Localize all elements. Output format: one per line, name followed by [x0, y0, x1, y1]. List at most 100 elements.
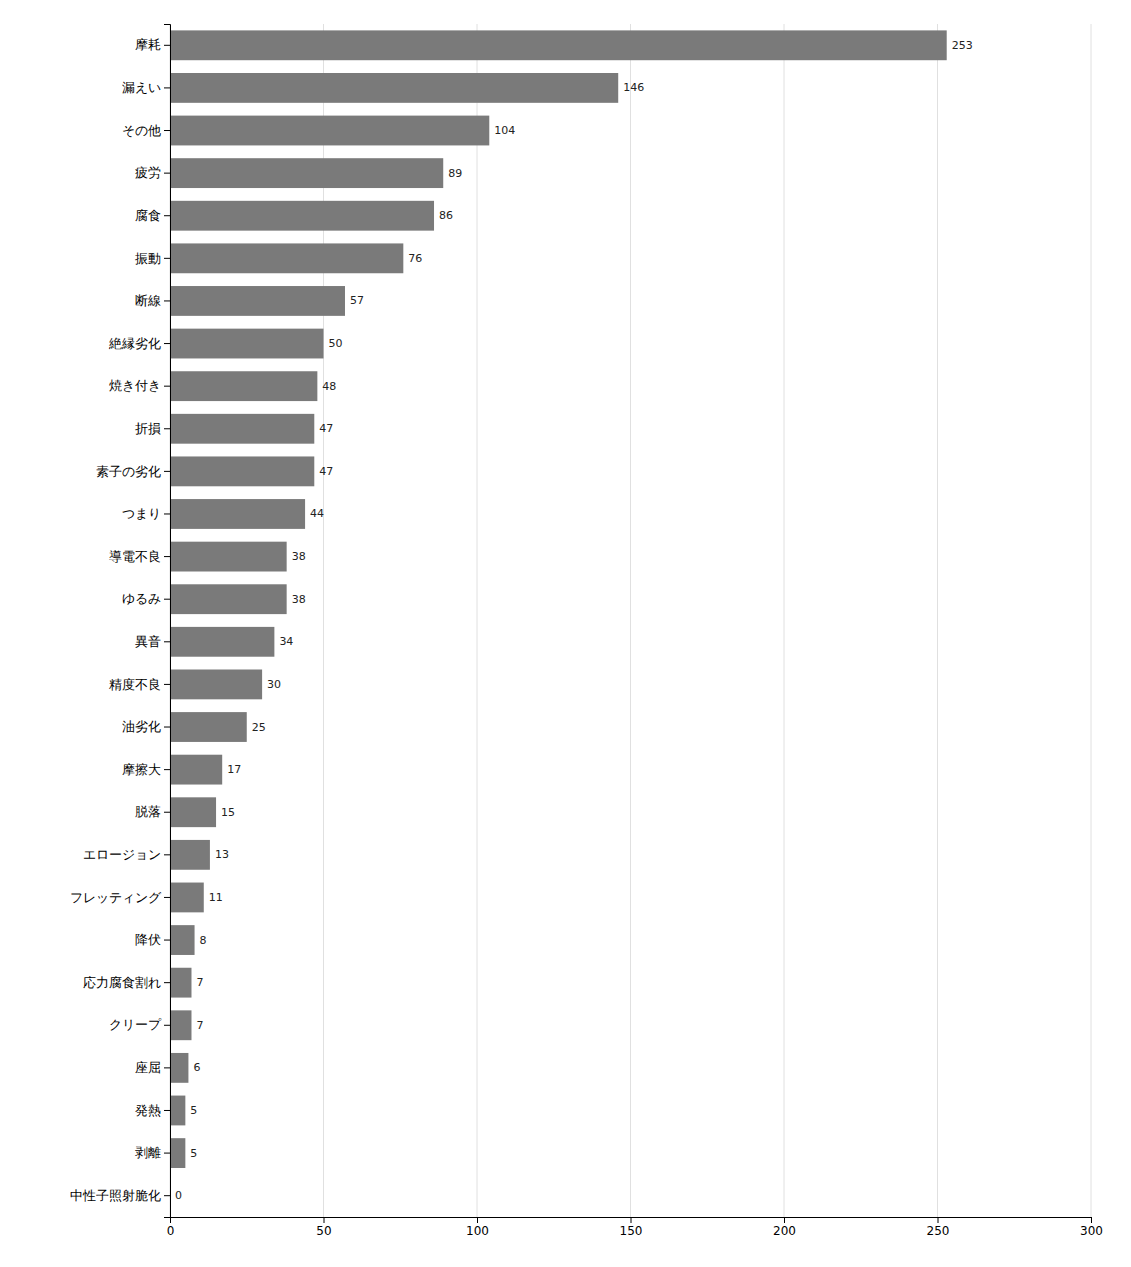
- tick-label: 断線: [135, 293, 161, 308]
- tick-label: 0: [167, 1224, 175, 1238]
- tick-label: 振動: [135, 250, 161, 265]
- tick: 150: [620, 1217, 643, 1238]
- data-label: 17: [227, 763, 241, 776]
- bar: [170, 286, 345, 316]
- tick: 100: [466, 1217, 489, 1238]
- bar: [170, 797, 216, 827]
- data-label: 7: [196, 976, 203, 989]
- tick-mark: [164, 428, 170, 429]
- tick-mark: [938, 1217, 939, 1223]
- tick-label: 腐食: [135, 208, 161, 223]
- data-label: 38: [292, 593, 306, 606]
- tick-label: 摩耗: [135, 37, 161, 52]
- bar: [170, 201, 434, 231]
- tick-mark: [164, 386, 170, 387]
- tick-mark: [631, 1217, 632, 1223]
- tick: その他: [122, 123, 170, 138]
- bar: [170, 669, 262, 699]
- tick: 摩耗: [135, 37, 170, 52]
- bar: [170, 542, 287, 572]
- bar: [170, 73, 618, 103]
- tick-mark: [164, 556, 170, 557]
- tick-label: 漏えい: [122, 80, 161, 95]
- tick: 油劣化: [122, 719, 170, 734]
- bar: [170, 755, 222, 785]
- bar: [170, 840, 210, 870]
- tick: 剥離: [135, 1145, 170, 1160]
- grid-line: [1091, 24, 1092, 1217]
- tick-label: 異音: [135, 634, 161, 649]
- data-label: 34: [279, 635, 293, 648]
- data-label: 0: [175, 1189, 182, 1202]
- tick: 焼き付き: [109, 378, 170, 393]
- tick-label: 降伏: [135, 932, 161, 947]
- tick: 疲労: [135, 165, 170, 180]
- tick: 導電不良: [109, 549, 170, 564]
- grid-line: [937, 24, 938, 1217]
- tick-label: 絶縁劣化: [108, 336, 161, 351]
- tick-label: ゆるみ: [122, 591, 161, 606]
- category-axis: 摩耗漏えいその他疲労腐食振動断線絶縁劣化焼き付き折損素子の劣化つまり導電不良ゆる…: [70, 25, 171, 1218]
- tick-mark: [164, 258, 170, 259]
- data-label: 50: [329, 337, 343, 350]
- bar: [170, 30, 947, 60]
- bar: [170, 1010, 191, 1040]
- data-label: 47: [319, 422, 333, 435]
- tick-mark: [164, 343, 170, 344]
- tick: ゆるみ: [122, 591, 170, 606]
- tick-label: 剥離: [135, 1145, 161, 1160]
- tick: 200: [773, 1217, 796, 1238]
- tick-mark: [164, 684, 170, 685]
- data-label: 15: [221, 806, 235, 819]
- tick: 応力腐食割れ: [83, 975, 170, 990]
- bar: [170, 499, 305, 529]
- plot: 050100150200250300摩耗漏えいその他疲労腐食振動断線絶縁劣化焼き…: [70, 24, 1103, 1238]
- tick-label: 油劣化: [122, 719, 161, 734]
- tick-label: 折損: [135, 421, 161, 436]
- tick-mark: [164, 87, 170, 88]
- tick-mark: [784, 1217, 785, 1223]
- tick: 折損: [135, 421, 170, 436]
- tick: フレッティング: [70, 890, 170, 905]
- data-label: 86: [439, 209, 453, 222]
- tick-mark: [324, 1217, 325, 1223]
- tick-label: 摩擦大: [122, 762, 161, 777]
- bar: [170, 584, 287, 614]
- tick-label: 焼き付き: [109, 378, 161, 393]
- grid-line: [477, 24, 478, 1217]
- data-label: 11: [209, 891, 223, 904]
- tick-mark: [164, 812, 170, 813]
- data-label: 104: [494, 124, 515, 137]
- data-label: 146: [623, 81, 644, 94]
- tick-label: クリープ: [109, 1017, 162, 1032]
- bar: [170, 456, 314, 486]
- data-label: 89: [448, 167, 462, 180]
- data-label: 30: [267, 678, 281, 691]
- data-label: 8: [200, 934, 207, 947]
- tick: 精度不良: [109, 677, 170, 692]
- tick-label: 発熱: [135, 1103, 161, 1118]
- tick: 300: [1080, 1217, 1103, 1238]
- tick-mark: [164, 173, 170, 174]
- data-label: 5: [190, 1147, 197, 1160]
- tick-mark: [164, 1025, 170, 1026]
- tick-mark: [164, 727, 170, 728]
- tick-mark: [164, 940, 170, 941]
- tick: 座屈: [135, 1060, 170, 1075]
- tick-label: 疲労: [135, 165, 161, 180]
- tick-label: 150: [620, 1224, 643, 1238]
- grid-line: [784, 24, 785, 1217]
- tick: 50: [316, 1217, 331, 1238]
- tick: つまり: [122, 506, 170, 521]
- data-label: 57: [350, 294, 364, 307]
- tick-label: 座屈: [135, 1060, 161, 1075]
- tick-label: 脱落: [135, 804, 161, 819]
- tick: 絶縁劣化: [108, 336, 170, 351]
- data-label: 38: [292, 550, 306, 563]
- data-label: 76: [408, 252, 422, 265]
- tick: 素子の劣化: [96, 464, 170, 479]
- bar: [170, 712, 247, 742]
- tick-mark: [164, 300, 170, 301]
- tick-mark: [164, 641, 170, 642]
- data-labels: 2531461048986765750484747443838343025171…: [175, 39, 973, 1202]
